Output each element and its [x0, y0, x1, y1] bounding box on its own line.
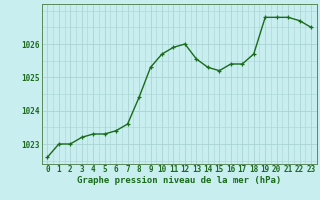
- X-axis label: Graphe pression niveau de la mer (hPa): Graphe pression niveau de la mer (hPa): [77, 176, 281, 185]
